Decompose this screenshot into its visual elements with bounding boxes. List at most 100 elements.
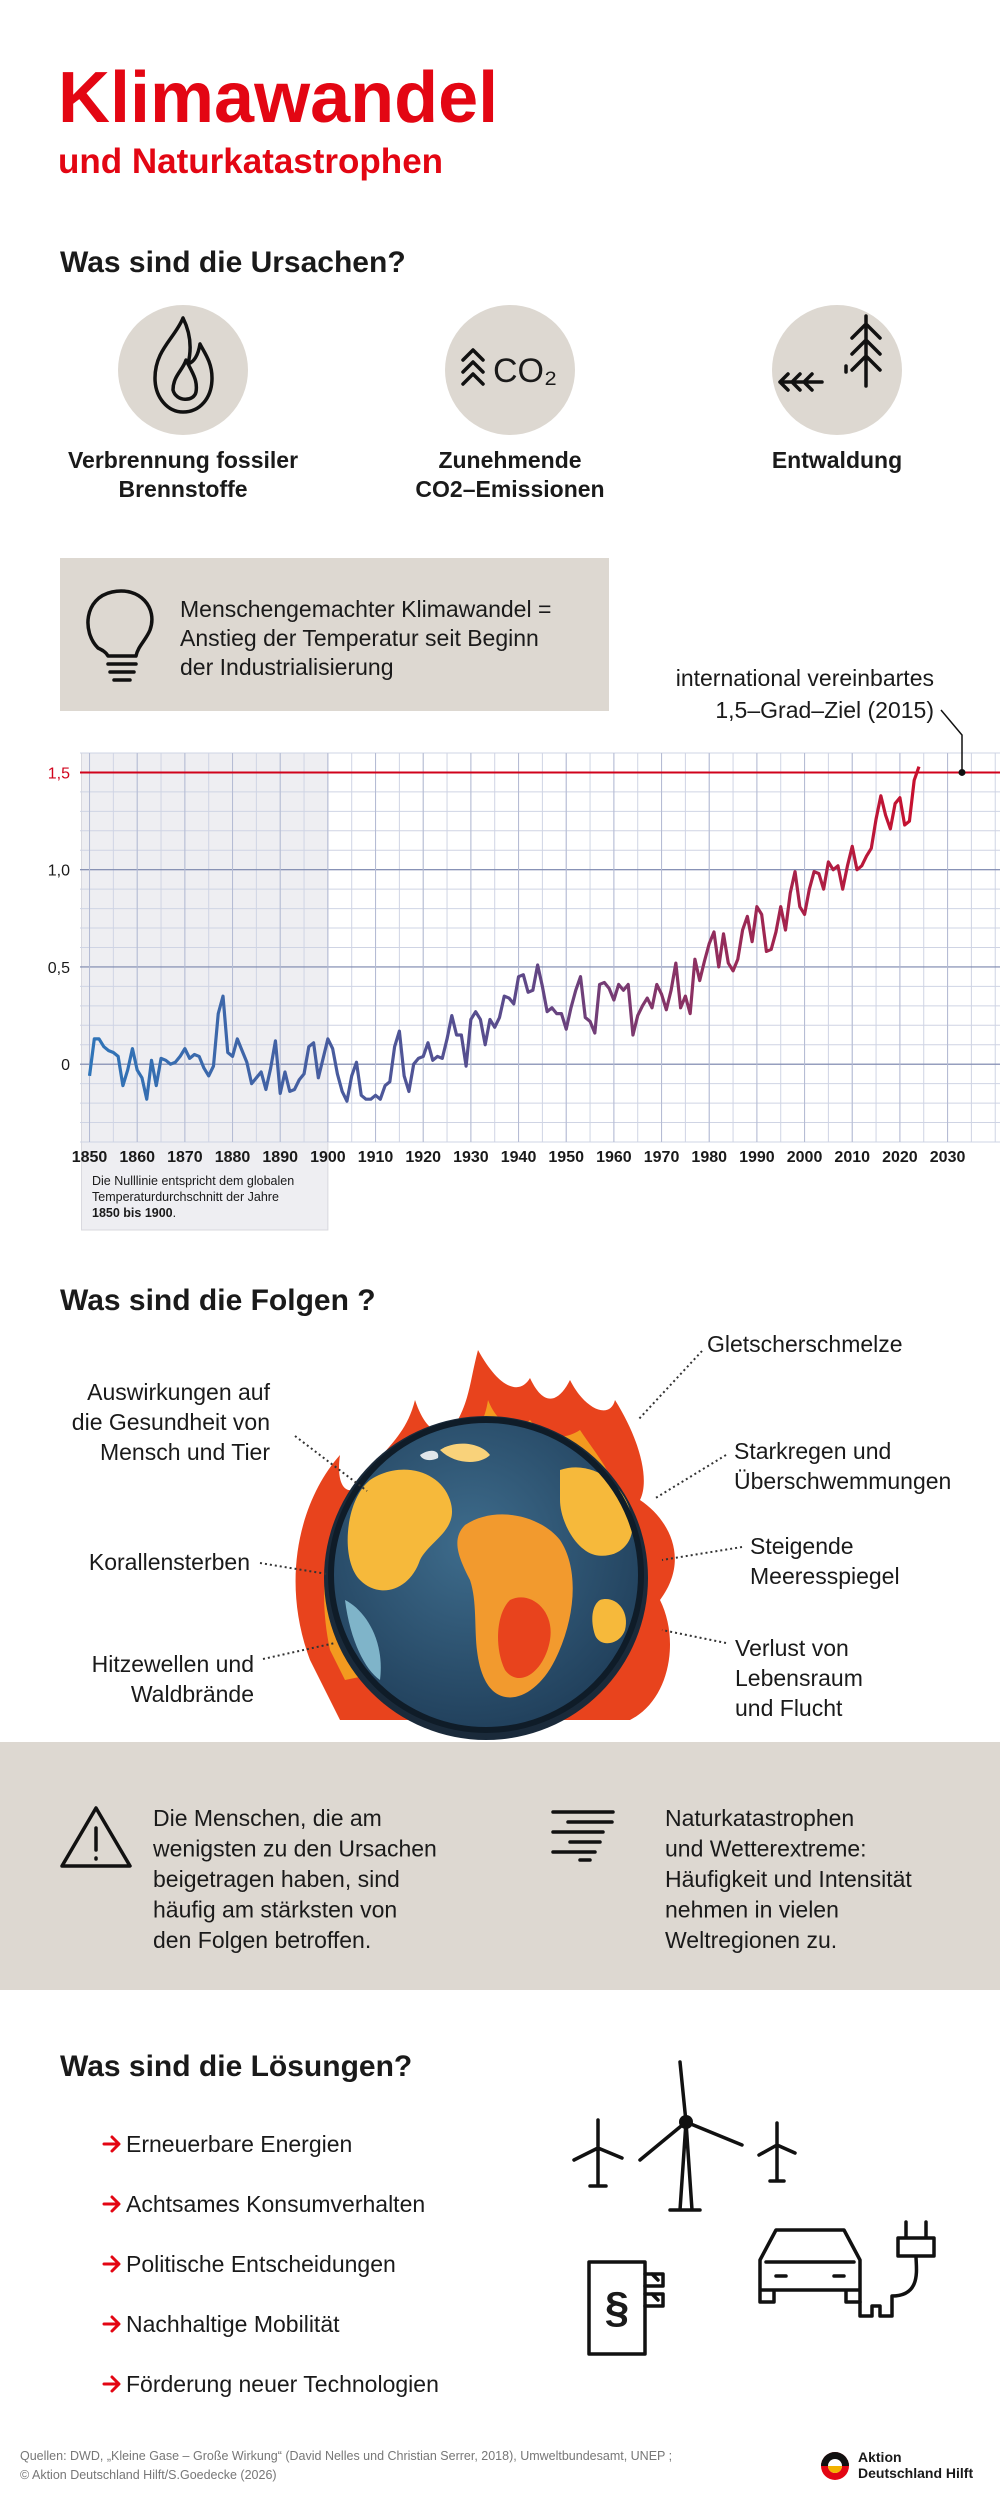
solution-icons-part [643,2272,665,2308]
x-tick-label: 2020 [882,1149,918,1166]
solution-icons-part [757,2121,797,2183]
section-heading: Was sind die Folgen ? [60,1284,376,1317]
source-text: Quellen: DWD, „Kleine Gase – Große Wirku… [20,2449,672,2463]
leader-lines-part [294,1435,368,1492]
x-tick-label: 1970 [644,1149,680,1166]
warning-icon-part [60,1806,132,1868]
cause-label: CO2–Emissionen [415,476,604,502]
consequence-label: Lebensraum [735,1665,863,1691]
storm-icon-part [551,1810,615,1862]
solution-item: Politische Entscheidungen [126,2251,396,2277]
x-tick-label: 1850 [72,1149,108,1166]
cause-label: Brennstoffe [118,476,247,502]
consequence-label: Überschwemmungen [734,1468,951,1494]
x-tick-label: 2000 [787,1149,823,1166]
cause-icons-part [171,358,199,401]
bulb-icon-part [106,662,138,682]
x-tick-label: 1900 [310,1149,346,1166]
bulb-icon-part [86,589,154,658]
solution-icons-part [572,2118,624,2188]
cause-label: Entwaldung [772,447,902,473]
y-tick-label: 0,5 [48,960,70,977]
note-text: 1850 bis 1900. [92,1206,176,1220]
list-arrow [102,2315,121,2333]
y-tick-label: 1,5 [48,765,70,782]
solution-icons-part [638,2060,744,2212]
storm-icon [551,1810,615,1862]
cause-label: Verbrennung fossiler [68,447,298,473]
warning-icon [60,1806,132,1868]
x-tick-label: 1920 [405,1149,441,1166]
burning-globe-part [420,1450,439,1461]
solution-item: Nachhaltige Mobilität [126,2311,340,2337]
cause-icons-part [772,305,902,435]
leader-lines-part [661,1629,727,1644]
x-tick-label: 1870 [167,1149,203,1166]
burning-globe-part [328,1417,644,1733]
impact-text: Weltregionen zu. [665,1927,837,1953]
logo [821,2452,849,2480]
x-tick-label: 1860 [119,1149,155,1166]
consequence-label: und Flucht [735,1695,843,1721]
burning-globe-part [592,1599,626,1644]
burning-globe-part [345,1600,381,1680]
temperature-chart: Die Nulllinie entspricht dem globalen Tem… [48,665,1000,1231]
solution-item: Erneuerbare Energien [126,2131,352,2157]
leader-lines-part [661,1546,743,1561]
x-tick-label: 1990 [739,1149,775,1166]
cause-icons-part [844,314,882,388]
impact-text: wenigsten zu den Ursachen [152,1836,437,1862]
x-tick-label: 1960 [596,1149,632,1166]
x-tick-label: 1950 [548,1149,584,1166]
list-arrow [102,2135,121,2153]
x-tick-label: 2030 [930,1149,966,1166]
x-tick-label: 1980 [691,1149,727,1166]
cause-icons-part [445,305,575,435]
solution-item: Förderung neuer Technologien [126,2371,439,2397]
y-tick-label: 0 [61,1057,70,1074]
subtitle: und Naturkatastrophen [58,142,443,181]
logo-text: Deutschland Hilft [858,2465,973,2481]
x-tick-label: 1930 [453,1149,489,1166]
bulb-icon [86,589,154,682]
solution-icons-part [858,2220,936,2318]
impact-text: häufig am stärksten von [153,1897,397,1923]
reference-dot [958,768,966,776]
reference-leader [940,709,963,773]
solution-item: Achtsames Konsumverhalten [126,2191,425,2217]
burning-globe-part [440,1443,490,1462]
cause-icons [118,305,902,435]
consequence-label: Hitzewellen und [92,1651,254,1677]
impact-band [0,1742,1000,1990]
consequence-label: Meeresspiegel [750,1563,900,1589]
note-bold: 1850 bis 1900 [92,1206,173,1220]
consequence-label: Auswirkungen auf [87,1379,270,1405]
leader-lines [259,1350,743,1660]
leader-lines-part [637,1350,703,1421]
list-arrow [102,2375,121,2393]
temperature-line [87,766,921,1103]
co2-icon-text: CO₂ [493,352,557,390]
law-icon-symbol: § [605,2283,629,2332]
consequence-label: Korallensterben [89,1549,250,1575]
burning-globe-part [498,1597,551,1679]
note-text: Temperaturdurchschnitt der Jahre [92,1190,279,1204]
solution-icons-part [679,2115,693,2129]
section-heading: Was sind die Lösungen? [60,2050,412,2083]
consequence-label: die Gesundheit von [72,1409,270,1435]
leader-lines-part [259,1562,328,1575]
consequence-label: Gletscherschmelze [707,1331,903,1357]
info-box [60,558,609,711]
impact-text: und Wetterextreme: [665,1836,867,1862]
consequence-label: Mensch und Tier [100,1439,270,1465]
solution-icons [572,2060,936,2356]
cause-label: Zunehmende [438,447,581,473]
impact-text: Häufigkeit und Intensität [665,1866,912,1892]
list-arrow [102,2255,121,2273]
solution-icons-part [587,2260,647,2356]
leader-lines-part [262,1642,336,1660]
source-text: © Aktion Deutschland Hilft/S.Goedecke (2… [20,2468,277,2482]
